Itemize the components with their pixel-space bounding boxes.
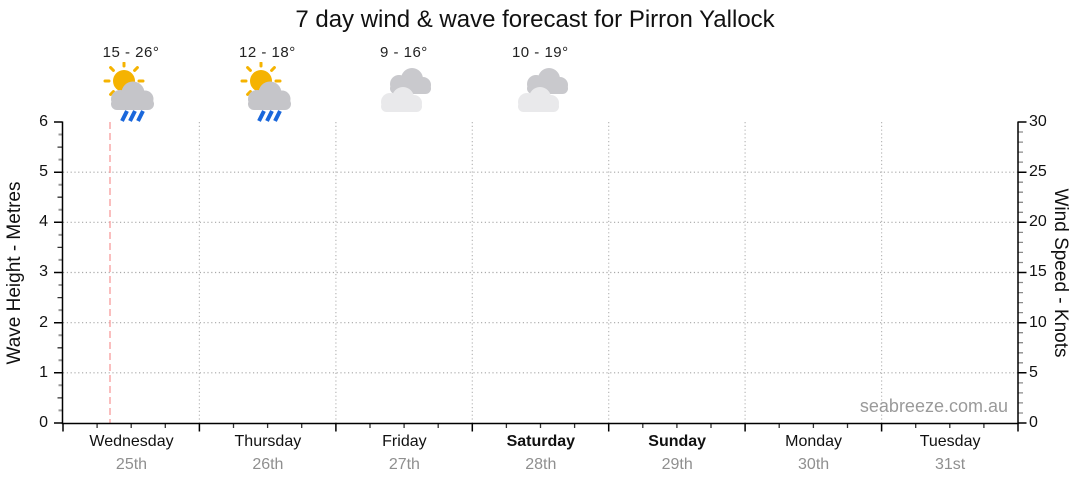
x-axis-minor-ticks: [96, 423, 985, 428]
day-column-sunday: Sunday 29th: [609, 432, 746, 474]
day-date: 28th: [525, 456, 557, 473]
day-date: 29th: [661, 456, 693, 473]
day-name: Wednesday: [89, 433, 174, 450]
day-column-friday: Friday 27th: [336, 432, 473, 474]
right-axis-tick: 5: [1029, 364, 1038, 381]
temp-range: 12 - 18°: [239, 44, 296, 61]
day-name: Tuesday: [919, 433, 981, 450]
right-axis-major-ticks: [1018, 121, 1027, 424]
day-column-monday: Monday 30th: [745, 432, 882, 474]
day-date: 25th: [115, 456, 148, 473]
left-axis-half-ticks: [57, 146, 63, 399]
day-name: Friday: [382, 433, 427, 450]
axis-lines: [61, 121, 1019, 425]
temp-range: 15 - 26°: [102, 44, 160, 61]
sun-cloud-rain-icon: [99, 62, 163, 122]
left-axis-tick: 1: [39, 364, 48, 381]
left-axis-tick: 6: [39, 113, 48, 130]
day-date: 30th: [798, 456, 830, 473]
temp-range: 9 - 16°: [379, 44, 428, 61]
sun-cloud-rain-icon: [236, 62, 300, 122]
left-axis-major-ticks: [54, 121, 63, 424]
day-name: Monday: [785, 433, 843, 450]
day-date: 31st: [934, 456, 966, 473]
day-name: Saturday: [506, 433, 576, 450]
day-name: Thursday: [234, 433, 302, 450]
day-column-wednesday: Wednesday 25th: [63, 432, 200, 474]
chart-title: 7 day wind & wave forecast for Pirron Ya…: [295, 6, 775, 33]
left-axis-minor-ticks: [58, 133, 63, 412]
day-date: 27th: [388, 456, 420, 473]
right-axis-tick: 10: [1029, 314, 1047, 331]
right-axis-tick: 20: [1029, 213, 1047, 230]
right-axis-tick: 30: [1029, 113, 1047, 130]
watermark: seabreeze.com.au: [859, 396, 1008, 416]
left-axis-tick: 0: [39, 414, 48, 431]
temp-range: 10 - 19°: [511, 44, 569, 61]
right-axis-tick: 0: [1029, 414, 1038, 431]
right-axis-tick: 25: [1029, 163, 1047, 180]
right-axis-label: Wind Speed - Knots: [1050, 188, 1071, 358]
right-axis-minor-ticks: [1018, 131, 1023, 414]
left-axis-tick: 5: [39, 163, 48, 180]
day-column-thursday: Thursday 26th: [199, 432, 336, 474]
right-axis-tick: 15: [1029, 263, 1047, 280]
day-boundary-gridlines: [198, 122, 883, 423]
day-name: Sunday: [648, 433, 707, 450]
day-date: 26th: [252, 456, 284, 473]
left-axis-tick: 3: [39, 263, 48, 280]
left-axis-tick: 4: [39, 213, 48, 230]
left-axis-tick: 2: [39, 314, 48, 331]
x-axis-major-ticks: [62, 423, 1019, 432]
cloudy-icon: [509, 62, 573, 122]
left-axis-label: Wave Height - Metres: [4, 181, 25, 365]
horizontal-gridlines: [63, 171, 1018, 374]
cloudy-icon: [372, 62, 436, 122]
day-column-saturday: Saturday 28th: [472, 432, 609, 474]
day-column-tuesday: Tuesday 31st: [882, 432, 1019, 474]
